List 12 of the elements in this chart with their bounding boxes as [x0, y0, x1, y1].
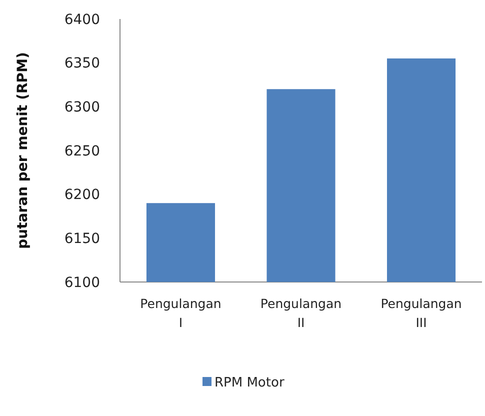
y-tick-label: 6300: [64, 100, 100, 116]
y-tick-label: 6250: [64, 143, 100, 160]
legend-label: RPM Motor: [214, 376, 285, 391]
y-tick-label: 6350: [64, 56, 100, 72]
y-axis-title: putaran per menit (RPM): [15, 52, 31, 249]
y-tick-label: 6100: [64, 274, 100, 291]
y-tick-label: 6400: [64, 12, 100, 28]
x-tick-label: Pengulangan I: [140, 296, 222, 330]
y-tick-label: 6150: [64, 231, 100, 248]
y-tick-label: 6200: [64, 187, 100, 204]
x-tick-label: Pengulangan III: [380, 296, 462, 330]
x-tick-label: Pengulangan II: [260, 296, 342, 330]
